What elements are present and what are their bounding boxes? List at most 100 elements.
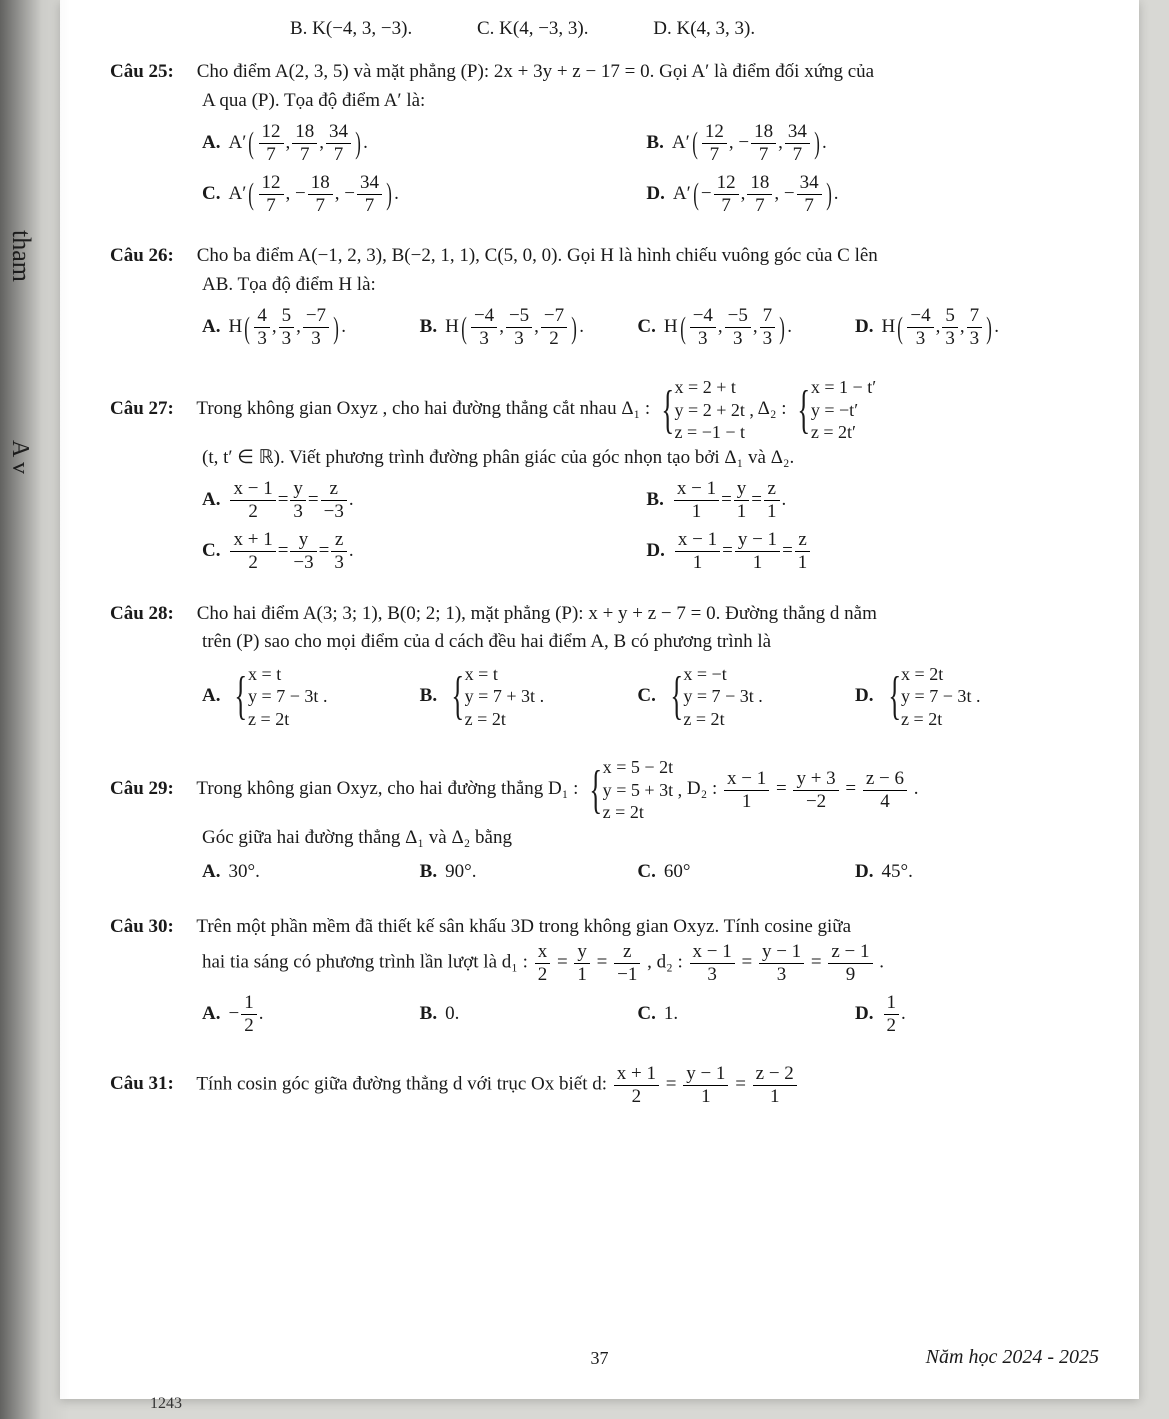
q26-opt-c: C. H ( −43, −53, 73 ). <box>637 305 855 350</box>
num: 12 <box>259 172 284 195</box>
num: y − 1 <box>735 529 780 552</box>
frac: 73 <box>760 305 776 350</box>
num: x − 1 <box>674 478 719 501</box>
system-d1: { x = 5 − 2t y = 5 + 3t , z = 2t <box>583 756 682 824</box>
q25-c-label: C. <box>202 180 220 209</box>
q26-opt-a: A. H ( 43, 53, −73 ). <box>202 305 420 350</box>
num: y − 1 <box>759 941 804 964</box>
q29-opt-c: C. 60° <box>637 858 855 887</box>
num: 7 <box>760 305 776 328</box>
frac: x − 12 <box>230 478 275 523</box>
den: 3 <box>967 328 983 350</box>
q29-stem: Trong không gian Oxyz, cho hai đường thẳ… <box>196 778 578 799</box>
school-year: Năm học 2024 - 2025 <box>926 1346 1099 1369</box>
q25-stem-2: A qua (P). Tọa độ điểm A′ là: <box>110 87 1109 116</box>
line: x = 5 − 2t <box>603 756 682 779</box>
frac: y − 11 <box>735 529 780 574</box>
line: x = t <box>248 663 327 686</box>
den: 3 <box>759 964 804 986</box>
question-29: Câu 29: Trong không gian Oxyz, cho hai đ… <box>110 756 1109 887</box>
q26-c-label: C. <box>637 313 655 342</box>
brace-icon: { <box>590 773 603 808</box>
q26-opt-d: D. H ( −43, 53, 73 ). <box>855 305 1073 350</box>
q30-opt-b: B. 0. <box>420 992 638 1037</box>
dot: . <box>914 778 919 799</box>
num: z − 2 <box>753 1063 797 1086</box>
q27-d-label: D. <box>646 537 664 566</box>
num: 18 <box>292 121 317 144</box>
den: 7 <box>797 195 822 217</box>
den: 7 <box>702 144 727 166</box>
q28-stem-2: trên (P) sao cho mọi điểm của d cách đều… <box>110 628 1109 657</box>
num: −4 <box>907 305 933 328</box>
q30-c-text: 1. <box>664 1000 678 1029</box>
q25-d-prefix: A′ <box>673 180 691 209</box>
num: y <box>290 529 316 552</box>
paren-icon: ( <box>898 316 904 340</box>
q27-opt-a: A. x − 12 = y3 = z−3. <box>202 478 646 523</box>
frac: 127 <box>714 172 739 217</box>
den: 3 <box>303 328 329 350</box>
system: { x = −t y = 7 − 3t . z = 2t <box>664 663 763 731</box>
frac: 187 <box>292 121 317 166</box>
frac: z − 19 <box>828 941 872 986</box>
den: 3 <box>942 328 958 350</box>
den: 1 <box>724 791 769 813</box>
top-opt-b: B. K(−4, 3, −3). <box>290 18 412 39</box>
q28-opt-b: B. { x = t y = 7 + 3t . z = 2t <box>420 663 638 731</box>
num: −4 <box>690 305 716 328</box>
den: 3 <box>725 328 751 350</box>
q26-stem-1: Cho ba điểm A(−1, 2, 3), B(−2, 1, 1), C(… <box>197 245 878 266</box>
q25-label: Câu 25: <box>110 58 192 87</box>
num: 34 <box>326 121 351 144</box>
frac: 127 <box>702 121 727 166</box>
den: 2 <box>535 964 551 986</box>
frac: 187 <box>308 172 333 217</box>
num: z <box>764 478 780 501</box>
frac: y−3 <box>290 529 316 574</box>
q26-a-label: A. <box>202 313 220 342</box>
frac: −73 <box>303 305 329 350</box>
num: 34 <box>357 172 382 195</box>
den: 7 <box>308 195 333 217</box>
q25-a-label: A. <box>202 129 220 158</box>
frac: z3 <box>331 529 347 574</box>
q30-label: Câu 30: <box>110 913 192 942</box>
brace-icon: { <box>235 679 248 714</box>
num: x <box>535 941 551 964</box>
num: z <box>331 529 347 552</box>
line: y = 7 − 3t . <box>901 685 980 708</box>
q30-b-label: B. <box>420 1000 437 1029</box>
den: 1 <box>735 552 780 574</box>
q26-label: Câu 26: <box>110 242 192 271</box>
frac: y1 <box>734 478 750 523</box>
den: 3 <box>690 328 716 350</box>
frac: 347 <box>326 121 351 166</box>
q30-d-label: D. <box>855 1000 873 1029</box>
den: 2 <box>230 552 275 574</box>
num: 12 <box>702 121 727 144</box>
q26-stem-2: AB. Tọa độ điểm H là: <box>110 271 1109 300</box>
q30-b-text: 0. <box>445 1000 459 1029</box>
num: 18 <box>751 121 776 144</box>
letter-h: H <box>882 313 896 342</box>
q30-stem-2: hai tia sáng có phương trình lần lượt là… <box>202 952 528 973</box>
den: 7 <box>714 195 739 217</box>
frac: y + 3−2 <box>793 768 838 813</box>
brace-icon: { <box>798 393 811 428</box>
paren-icon: ) <box>814 131 820 155</box>
top-option-row: B. K(−4, 3, −3). C. K(4, −3, 3). D. K(4,… <box>110 18 1109 40</box>
q27-c-label: C. <box>202 537 220 566</box>
frac: 12 <box>884 992 900 1037</box>
brace-icon: { <box>451 679 464 714</box>
sys2-line3: z = 2t′ <box>811 421 876 444</box>
q28-opt-c: C. { x = −t y = 7 − 3t . z = 2t <box>637 663 855 731</box>
den: 1 <box>764 501 780 523</box>
q30-opt-c: C. 1. <box>637 992 855 1037</box>
brace-icon: { <box>888 679 901 714</box>
paren-icon: ) <box>986 316 992 340</box>
frac: x − 11 <box>674 478 719 523</box>
den: 7 <box>292 144 317 166</box>
den: 7 <box>357 195 382 217</box>
den: 7 <box>259 144 284 166</box>
